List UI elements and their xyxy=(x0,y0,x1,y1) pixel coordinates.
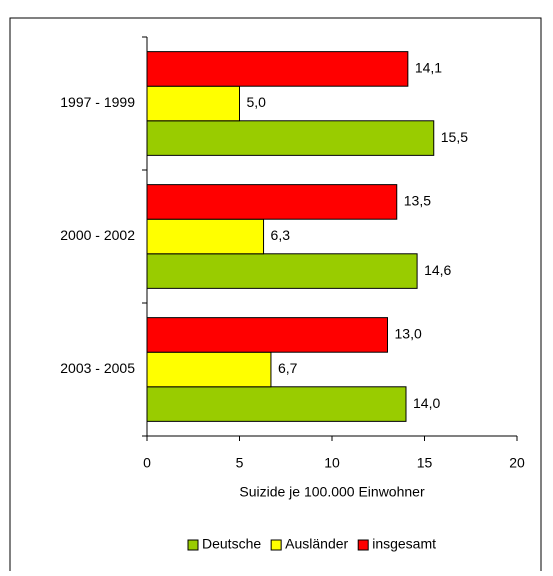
y-tick-label: 2000 - 2002 xyxy=(60,227,135,243)
legend-label: Ausländer xyxy=(285,536,348,552)
legend-label: insgesamt xyxy=(372,536,436,552)
legend-swatch xyxy=(357,539,369,551)
x-tick-label: 0 xyxy=(143,455,151,471)
value-label: 14,1 xyxy=(415,60,442,76)
bar xyxy=(146,51,409,87)
legend-label: Deutsche xyxy=(202,536,261,552)
x-tick-label: 15 xyxy=(417,455,433,471)
bar xyxy=(146,218,265,255)
x-axis-title: Suizide je 100.000 Einwohner xyxy=(239,484,425,500)
x-tick-label: 10 xyxy=(324,455,340,471)
bar xyxy=(146,253,418,289)
value-label: 14,6 xyxy=(424,262,451,278)
y-tick-label: 2003 - 2005 xyxy=(60,360,135,376)
value-label: 6,7 xyxy=(278,360,298,376)
bar xyxy=(146,351,272,388)
bar xyxy=(146,317,388,353)
bar xyxy=(146,85,240,122)
value-label: 6,3 xyxy=(271,227,291,243)
value-label: 14,0 xyxy=(413,395,440,411)
value-label: 15,5 xyxy=(441,129,468,145)
value-label: 5,0 xyxy=(247,94,267,110)
bar xyxy=(146,120,435,156)
legend-swatch xyxy=(270,539,282,551)
bar xyxy=(146,386,407,422)
value-label: 13,5 xyxy=(404,193,431,209)
legend-swatch xyxy=(187,539,199,551)
bar xyxy=(146,184,398,220)
value-label: 13,0 xyxy=(395,326,422,342)
y-tick-label: 1997 - 1999 xyxy=(60,94,135,110)
x-tick-label: 5 xyxy=(236,455,244,471)
x-tick-label: 20 xyxy=(509,455,525,471)
frame xyxy=(9,17,542,571)
